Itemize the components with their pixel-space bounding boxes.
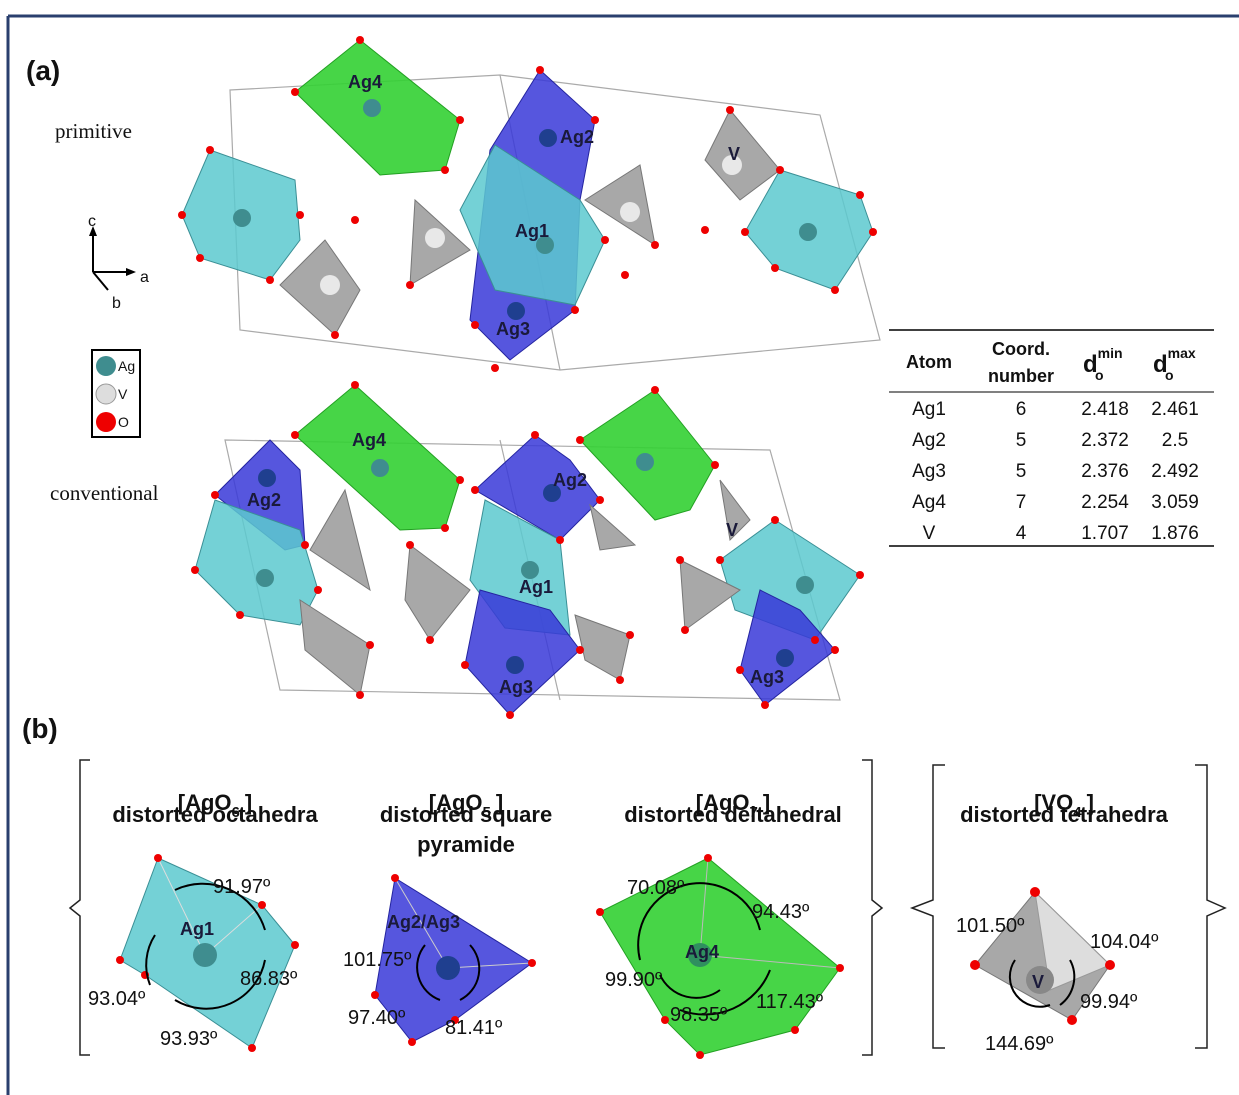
polyhedron-description: distorted deltahedral xyxy=(624,802,842,827)
table-cell: 5 xyxy=(1016,461,1027,482)
atom-label: V xyxy=(1032,972,1044,992)
table-header: o xyxy=(1165,367,1174,383)
atom-label: Ag3 xyxy=(496,319,530,339)
table-cell: Ag1 xyxy=(912,399,946,420)
table-header: Atom xyxy=(906,352,952,372)
table-header: dmax xyxy=(1153,345,1196,378)
atom-label: Ag3 xyxy=(750,667,784,687)
atom-label: V xyxy=(728,144,740,164)
table-cell: Ag4 xyxy=(912,492,946,513)
axis-label: a xyxy=(140,269,149,286)
legend-label: V xyxy=(118,386,128,402)
octahedron xyxy=(116,854,299,1052)
table-cell: 3.059 xyxy=(1151,492,1199,513)
atom-label: Ag4 xyxy=(348,72,382,92)
atom-label: Ag1 xyxy=(515,221,549,241)
table-cell: Ag3 xyxy=(912,461,946,482)
atom-label: Ag2/Ag3 xyxy=(387,912,460,932)
table-cell: V xyxy=(923,523,936,544)
angle-label: 104.04º xyxy=(1090,931,1159,953)
polyhedron-description: pyramide xyxy=(417,832,515,857)
table-cell: 2.372 xyxy=(1081,430,1129,451)
atom-label: Ag2 xyxy=(560,127,594,147)
atom-label: V xyxy=(726,520,738,540)
atom-label: Ag2 xyxy=(553,470,587,490)
angle-label: 117.43º xyxy=(756,991,824,1013)
caption: conventional xyxy=(50,481,159,505)
table-cell: 2.461 xyxy=(1151,399,1199,420)
axis-label: b xyxy=(112,295,121,312)
atom-label: Ag1 xyxy=(180,919,214,939)
atom-label: Ag1 xyxy=(519,577,553,597)
angle-label: 70.08º xyxy=(627,877,685,899)
angle-label: 144.69º xyxy=(985,1033,1054,1055)
legend-label: O xyxy=(118,414,129,430)
table-header: Coord. xyxy=(992,339,1050,359)
table-cell: 7 xyxy=(1016,492,1027,513)
table-cell: 1.876 xyxy=(1151,523,1199,544)
table-header: number xyxy=(988,366,1054,386)
panel-label: (b) xyxy=(22,713,58,744)
angle-label: 94.43º xyxy=(752,901,810,923)
angle-label: 91.97º xyxy=(213,876,271,898)
panel-label: (a) xyxy=(26,55,60,86)
table-cell: 6 xyxy=(1016,399,1027,420)
primitive-structure: Ag4 Ag2 V Ag1 Ag3 xyxy=(178,36,880,372)
angle-label: 86.83º xyxy=(240,968,298,990)
table-cell: 2.254 xyxy=(1081,492,1129,513)
table-cell: 2.376 xyxy=(1081,461,1129,482)
table-header: o xyxy=(1095,367,1104,383)
atom-label: Ag4 xyxy=(352,430,386,450)
angle-label: 99.90º xyxy=(605,969,663,991)
legend-label: Ag xyxy=(118,358,135,374)
angle-label: 101.75º xyxy=(343,949,412,971)
caption: primitive xyxy=(55,119,132,143)
angle-label: 97.40º xyxy=(348,1007,406,1029)
angle-label: 81.41º xyxy=(445,1017,503,1039)
axes: c a b xyxy=(88,213,149,312)
table-cell: 5 xyxy=(1016,430,1027,451)
axis-label: c xyxy=(88,213,96,230)
polyhedron-description: distorted tetrahedra xyxy=(960,802,1169,827)
angle-label: 101.50º xyxy=(956,915,1025,937)
atom-label: Ag4 xyxy=(685,942,719,962)
table-cell: 2.492 xyxy=(1151,461,1199,482)
atom-label: Ag2 xyxy=(247,490,281,510)
polyhedron-description: distorted square xyxy=(380,802,552,827)
table-cell: 1.707 xyxy=(1081,523,1129,544)
table-cell: 2.5 xyxy=(1162,430,1188,451)
table-cell: 4 xyxy=(1016,523,1027,544)
table-cell: Ag2 xyxy=(912,430,946,451)
angle-label: 99.94º xyxy=(1080,991,1138,1013)
figure: (a) primitive conventional c a b Ag V O xyxy=(0,0,1239,1095)
table-cell: 2.418 xyxy=(1081,399,1129,420)
conventional-structure: Ag4 Ag2 Ag2 V Ag1 Ag3 Ag3 xyxy=(191,381,864,719)
atom-label: Ag3 xyxy=(499,677,533,697)
polyhedron-description: distorted octahedra xyxy=(112,802,318,827)
legend: Ag V O xyxy=(92,350,140,437)
angle-label: 93.93º xyxy=(160,1028,218,1050)
angle-label: 93.04º xyxy=(88,988,146,1010)
angle-label: 98.35º xyxy=(670,1004,728,1026)
